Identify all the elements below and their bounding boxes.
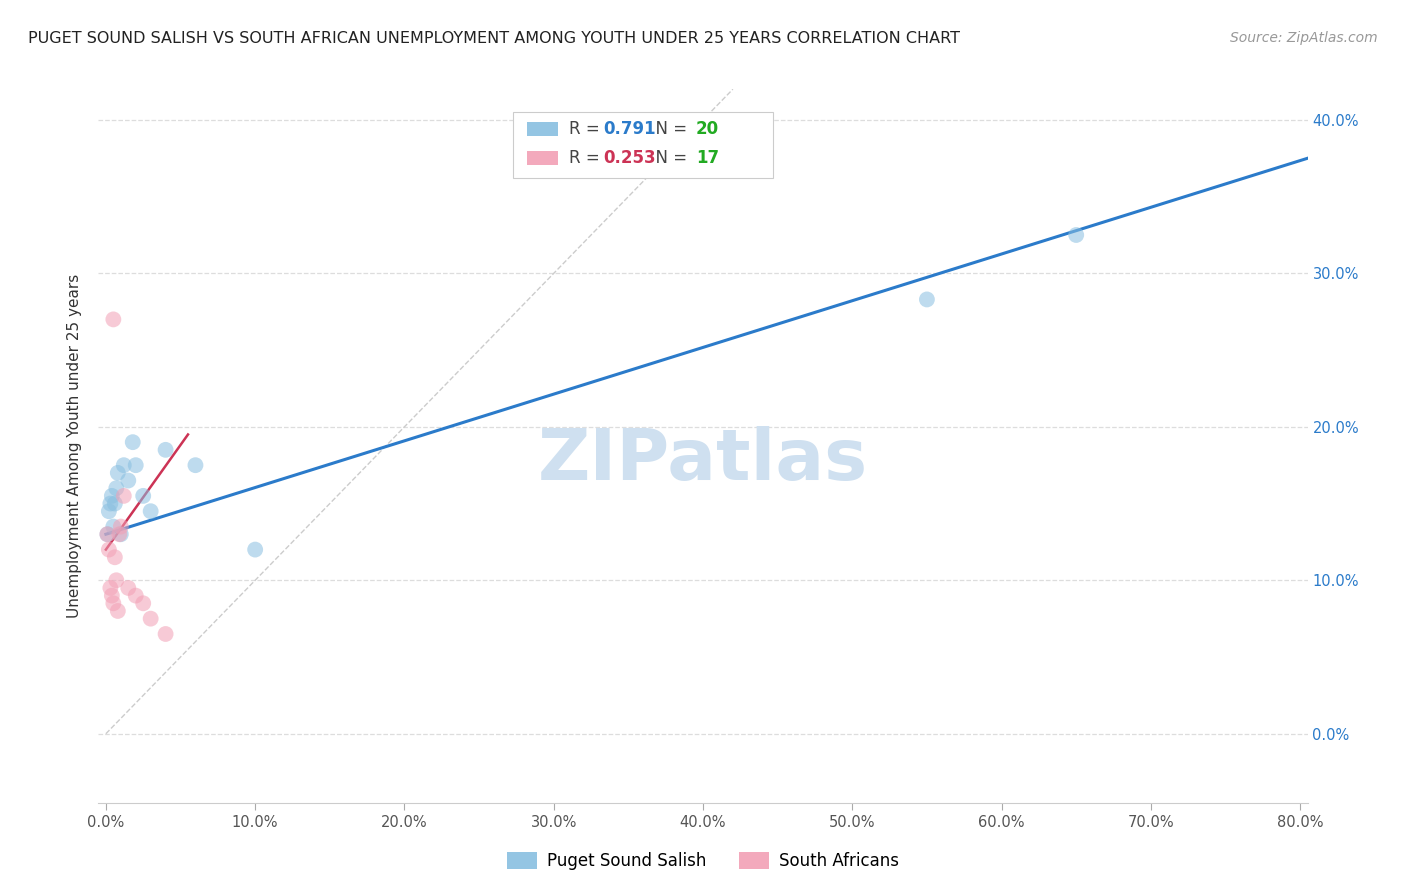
Text: ZIPatlas: ZIPatlas xyxy=(538,425,868,495)
Point xyxy=(112,458,135,473)
Point xyxy=(96,527,118,541)
Point xyxy=(104,497,127,511)
Point xyxy=(110,519,132,533)
Text: Source: ZipAtlas.com: Source: ZipAtlas.com xyxy=(1230,31,1378,45)
Point xyxy=(103,596,125,610)
Point xyxy=(112,489,135,503)
Point xyxy=(117,474,139,488)
Text: 0.253: 0.253 xyxy=(603,149,655,167)
Point xyxy=(103,312,125,326)
Point xyxy=(101,589,124,603)
Point xyxy=(1064,227,1087,242)
Point xyxy=(155,442,177,457)
Text: 0.791: 0.791 xyxy=(603,120,655,138)
Point xyxy=(155,627,177,641)
Point xyxy=(105,481,128,495)
Text: 20: 20 xyxy=(696,120,718,138)
Point xyxy=(98,497,121,511)
Point xyxy=(97,504,120,518)
Text: R =: R = xyxy=(569,149,606,167)
Point xyxy=(105,574,128,588)
Point xyxy=(139,612,162,626)
Point xyxy=(97,542,120,557)
Point xyxy=(108,527,131,541)
Point xyxy=(103,519,125,533)
Point xyxy=(184,458,207,473)
Point xyxy=(121,435,143,450)
Point xyxy=(125,589,148,603)
Point xyxy=(96,527,118,541)
Point xyxy=(104,550,127,565)
Point xyxy=(98,581,121,595)
Point xyxy=(125,458,148,473)
Point xyxy=(243,542,266,557)
Point xyxy=(107,604,129,618)
Point xyxy=(139,504,162,518)
Text: R =: R = xyxy=(569,120,606,138)
Point xyxy=(132,596,155,610)
Text: N =: N = xyxy=(645,120,693,138)
Text: N =: N = xyxy=(645,149,693,167)
Text: 17: 17 xyxy=(696,149,718,167)
Point xyxy=(117,581,139,595)
Point xyxy=(132,489,155,503)
Y-axis label: Unemployment Among Youth under 25 years: Unemployment Among Youth under 25 years xyxy=(67,274,83,618)
Legend: Puget Sound Salish, South Africans: Puget Sound Salish, South Africans xyxy=(501,845,905,877)
Point xyxy=(110,527,132,541)
Point xyxy=(101,489,124,503)
Point xyxy=(915,293,938,307)
Point xyxy=(107,466,129,480)
Text: PUGET SOUND SALISH VS SOUTH AFRICAN UNEMPLOYMENT AMONG YOUTH UNDER 25 YEARS CORR: PUGET SOUND SALISH VS SOUTH AFRICAN UNEM… xyxy=(28,31,960,46)
